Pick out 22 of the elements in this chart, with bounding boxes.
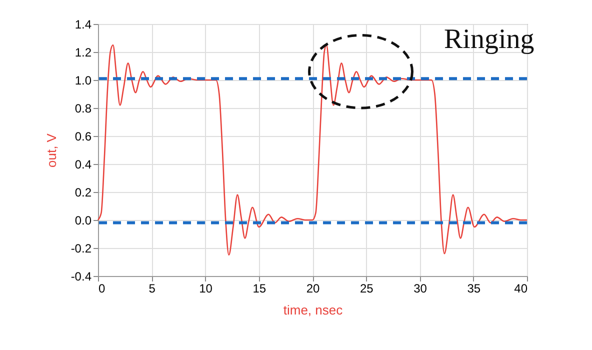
x-tick-label: 0	[98, 282, 106, 296]
y-tick-label: 0.6	[74, 130, 92, 144]
y-tick-label: 0.2	[74, 186, 92, 200]
x-tick-label: 25	[360, 282, 374, 296]
y-tick-label: 0.0	[74, 214, 92, 228]
x-tick-label: 40	[514, 282, 528, 296]
y-tick-label: 1.2	[74, 46, 92, 60]
y-tick-label: 1.4	[74, 18, 92, 32]
y-tick-label: -0.2	[70, 242, 92, 256]
annotation: Ringing	[444, 24, 534, 56]
x-axis-title: time, nsec	[283, 302, 344, 318]
y-tick-label: -0.4	[70, 270, 92, 284]
x-tick-label: 35	[467, 282, 481, 296]
y-axis-title: out, V	[44, 133, 59, 168]
x-tick-label: 5	[148, 282, 156, 296]
x-tick-label: 15	[252, 282, 266, 296]
x-tick-label: 30	[414, 282, 428, 296]
x-tick-label: 20	[306, 282, 320, 296]
y-tick-label: 0.4	[74, 158, 92, 172]
y-tick-label: 0.8	[74, 102, 92, 116]
y-tick-label: 1.0	[74, 74, 92, 88]
x-tick-label: 10	[199, 282, 213, 296]
